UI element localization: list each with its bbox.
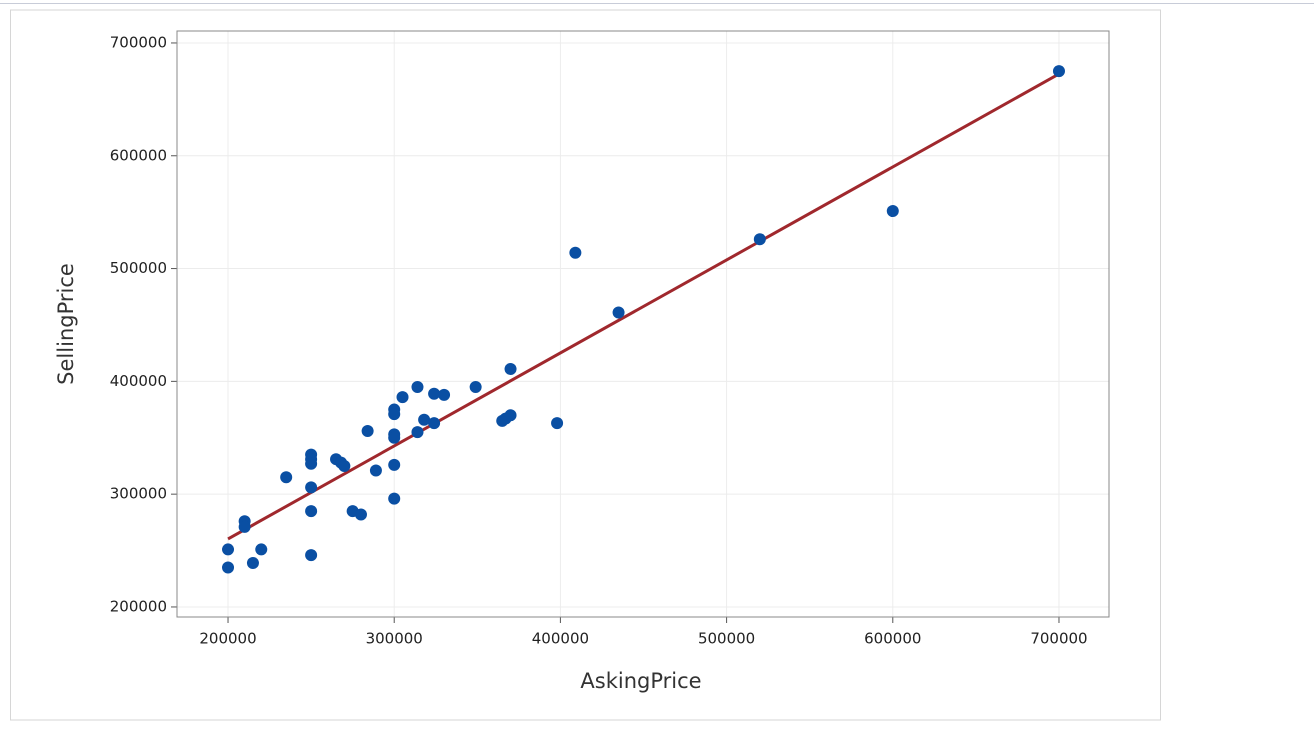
scatter-point bbox=[388, 408, 401, 421]
y-tick-label: 700000 bbox=[110, 33, 167, 51]
scatter-point bbox=[396, 391, 409, 404]
x-tick-label: 700000 bbox=[1030, 630, 1087, 648]
scatter-point bbox=[551, 417, 564, 430]
x-tick-label: 500000 bbox=[698, 630, 755, 648]
scatter-point bbox=[504, 362, 517, 375]
scatter-point bbox=[369, 464, 382, 477]
scatter-point bbox=[388, 431, 401, 444]
y-tick-label: 400000 bbox=[110, 372, 167, 390]
scatter-point bbox=[428, 417, 441, 430]
scatter-point bbox=[753, 233, 766, 246]
y-tick-label: 600000 bbox=[110, 146, 167, 164]
scatter-point bbox=[222, 543, 235, 556]
scatter-point bbox=[1052, 65, 1065, 78]
scatter-point bbox=[569, 246, 582, 259]
x-tick-label: 300000 bbox=[366, 630, 423, 648]
scatter-point bbox=[338, 459, 351, 472]
scatter-point bbox=[438, 388, 451, 401]
scatter-point bbox=[305, 481, 318, 494]
scatter-point bbox=[305, 457, 318, 470]
scatter-point bbox=[504, 409, 517, 422]
x-axis-title: AskingPrice bbox=[580, 669, 701, 693]
scatter-point bbox=[469, 380, 482, 393]
y-axis-title: SellingPrice bbox=[54, 263, 78, 385]
x-tick-label: 600000 bbox=[864, 630, 921, 648]
scatter-point bbox=[411, 426, 424, 439]
scatter-point bbox=[354, 508, 367, 521]
scatter-point bbox=[886, 205, 899, 218]
fit-line bbox=[227, 72, 1060, 541]
y-tick-label: 200000 bbox=[110, 597, 167, 615]
scatter-point bbox=[255, 543, 268, 556]
scatter-point bbox=[388, 458, 401, 471]
panel bbox=[10, 9, 1161, 721]
scatter-point bbox=[305, 549, 318, 562]
y-tick-label: 300000 bbox=[110, 485, 167, 503]
scatter-point bbox=[418, 413, 431, 426]
scatter-point bbox=[411, 380, 424, 393]
plot-frame bbox=[176, 30, 1110, 618]
scatter-point bbox=[305, 505, 318, 518]
scatter-point bbox=[238, 520, 251, 533]
x-tick-label: 400000 bbox=[532, 630, 589, 648]
y-tick-label: 500000 bbox=[110, 259, 167, 277]
scatter-point bbox=[246, 556, 259, 569]
scatter-point bbox=[361, 424, 374, 437]
scatter-point bbox=[612, 306, 625, 319]
scatter-point bbox=[428, 387, 441, 400]
scatter-point bbox=[222, 561, 235, 574]
scatter-point bbox=[388, 492, 401, 505]
scatter-point bbox=[280, 471, 293, 484]
x-tick-label: 200000 bbox=[199, 630, 256, 648]
